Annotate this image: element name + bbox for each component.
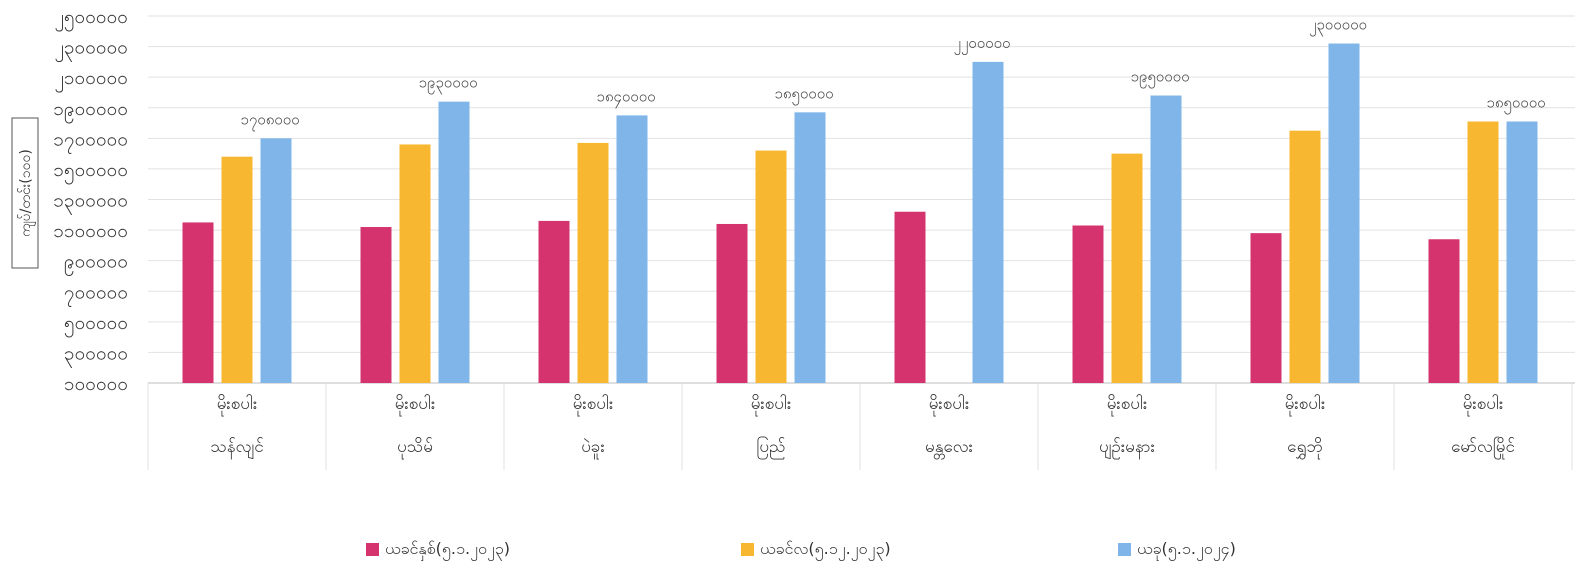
data-label: ၂၃၀၀၀၀၀	[1309, 16, 1367, 37]
category-label-line2: ပဲခူး	[581, 437, 605, 460]
bar	[1250, 233, 1282, 383]
category-label-line2: ပျဉ်းမနား	[1099, 437, 1155, 460]
data-label: ၂၂၀၀၀၀၀	[954, 34, 1011, 55]
y-tick-label: ၂၅၀၀၀၀၀	[55, 6, 128, 32]
y-tick-label: ၁၀၀၀၀၀	[64, 373, 128, 395]
bar	[399, 144, 431, 383]
legend-swatch	[366, 543, 379, 556]
y-tick-label: ၁၅၀၀၀၀၀	[53, 159, 128, 185]
category-label-line1: မိုးစပါး	[1285, 393, 1326, 417]
data-label: ၁၇၀၈၀၀၀	[240, 110, 299, 131]
bar	[260, 138, 292, 383]
y-axis-ticks: ၁၀၀၀၀၀ ၃၀၀၀၀၀ ၅၀၀၀၀၀ ၇၀၀၀၀၀ ၉၀၀၀၀၀ ၁၁၀၀၀၀၀ ၁၃၀…	[53, 6, 128, 395]
category-label-line1: မိုးစပါး	[1463, 393, 1504, 417]
y-tick-label: ၁၃၀၀၀၀၀	[53, 190, 128, 216]
bar	[221, 156, 253, 383]
legend-entry: ယခင်လ(၅.၁၂.၂၀၂၃)	[760, 539, 891, 561]
data-label: ၁၉၃၀၀၀၀	[418, 74, 477, 95]
bar	[538, 220, 570, 383]
category-label-line1: မိုးစပါး	[929, 393, 970, 417]
bars	[182, 43, 1538, 384]
y-tick-label: ၂၁၀၀၀၀၀	[55, 67, 128, 93]
category-label-line2: ပြည်	[757, 435, 786, 460]
bar	[616, 115, 648, 383]
data-label: ၁၈၅၀၀၀၀	[774, 84, 833, 105]
bar	[1428, 239, 1460, 383]
bar	[755, 150, 787, 383]
category-label-line2: ပုသိမ်	[397, 437, 433, 460]
category-axis-table: မိုးစပါးသန်လျင် မိုးစပါးပုသိမ် မိုးစပါးပဲခ…	[147, 383, 1573, 470]
category-label-line1: မိုးစပါး	[751, 393, 792, 417]
y-axis-title: ကျပ်/တင်း(၁၀၀)	[11, 117, 39, 269]
bar	[182, 222, 214, 383]
bar	[794, 112, 826, 384]
bar	[1111, 153, 1143, 383]
y-tick-label: ၅၀၀၀၀၀	[64, 312, 128, 338]
bar	[1328, 43, 1360, 384]
legend-swatch	[1118, 543, 1131, 556]
bar	[1467, 121, 1499, 383]
bar	[972, 61, 1004, 383]
bar	[360, 227, 392, 383]
category-label-line1: မိုးစပါး	[395, 393, 436, 417]
bar	[438, 101, 470, 383]
bar	[716, 223, 748, 383]
bar	[1506, 121, 1538, 383]
y-tick-label: ၉၀၀၀၀၀	[64, 251, 128, 277]
category-label-line1: မိုးစပါး	[217, 393, 258, 417]
bar	[894, 211, 926, 383]
legend-entry: ယခင်နှစ်(၅.၁.၂၀၂၃)	[385, 539, 510, 561]
category-label-line1: မိုးစပါး	[1107, 393, 1148, 417]
category-label-line2: သန်လျင်	[210, 437, 263, 460]
y-tick-label: ၁၁၀၀၀၀၀	[53, 220, 128, 242]
y-tick-label: ၁၉၀၀၀၀၀	[53, 98, 128, 124]
data-label: ၁၈၅၀၀၀၀	[1486, 94, 1545, 115]
category-label-line2: မော်လမြိုင်	[1451, 435, 1515, 460]
bar	[577, 142, 609, 383]
legend-swatch	[741, 543, 754, 556]
bar	[1150, 95, 1182, 384]
category-label-line1: မိုးစပါး	[573, 393, 614, 417]
bar	[1289, 130, 1321, 383]
y-tick-label: ၁၇၀၀၀၀၀	[53, 128, 128, 154]
y-tick-label: ၃၀၀၀၀၀	[64, 342, 128, 368]
y-tick-label: ၇၀၀၀၀၀	[64, 281, 128, 307]
y-axis-label: ကျပ်/တင်း(၁၀၀)	[18, 149, 36, 237]
category-label-line2: မန္တလေး	[925, 437, 973, 460]
legend: ယခင်နှစ်(၅.၁.၂၀၂၃) ယခင်လ(၅.၁၂.၂၀၂၃) ယခု(၅.…	[366, 539, 1236, 561]
y-tick-label: ၂၃၀၀၀၀၀	[55, 37, 128, 63]
legend-entry: ယခု(၅.၁.၂၀၂၄)	[1137, 539, 1236, 561]
bar	[1072, 225, 1104, 383]
category-label-line2: ရွှေဘို	[1287, 437, 1323, 460]
data-label: ၁၈၄၀၀၀၀	[596, 87, 655, 108]
data-label: ၁၉၅၀၀၀၀	[1130, 68, 1189, 89]
